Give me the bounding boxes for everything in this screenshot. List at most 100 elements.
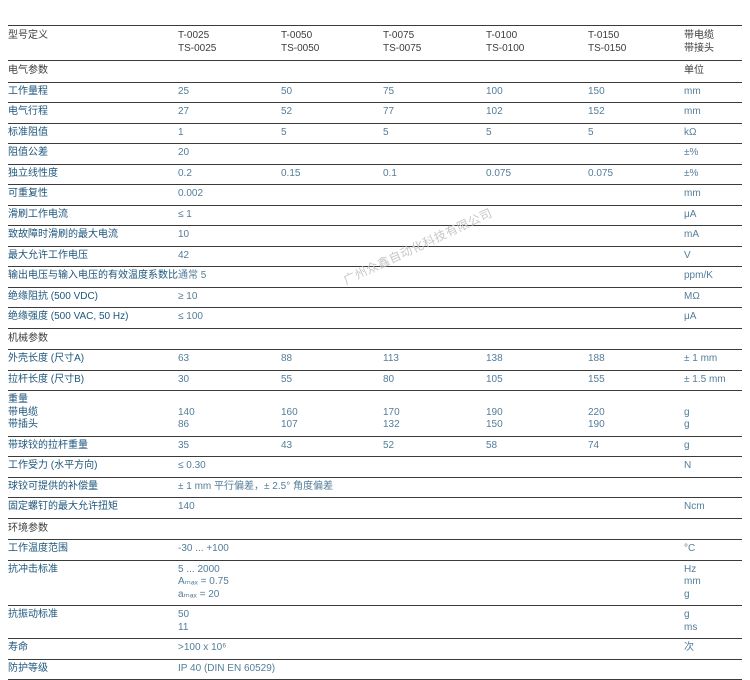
unit-cell: V: [684, 250, 742, 263]
cell-value: [486, 250, 588, 263]
cell-value: [486, 564, 588, 577]
cell-value: [383, 543, 486, 556]
cell-value: [588, 188, 684, 201]
unit-header: 单位: [684, 65, 742, 78]
row-label: 固定螺钉的最大允许扭矩: [8, 501, 178, 514]
unit-cell: MΩ: [684, 291, 742, 304]
section-title: 机械参数: [8, 333, 684, 346]
cell-value: [588, 147, 684, 160]
unit-header: [684, 333, 742, 346]
unit-cell: Ncm: [684, 501, 742, 514]
cell-value: 0.075: [588, 168, 684, 181]
cell-value: 63: [178, 353, 281, 366]
cell-value: [486, 609, 588, 622]
cell-value: 105: [486, 374, 588, 387]
unit-cell: [684, 663, 742, 676]
cell-value: 0.15: [281, 168, 383, 181]
cell-value: 43: [281, 440, 383, 453]
cell-value: 42: [178, 250, 281, 263]
cell-value: 52: [383, 440, 486, 453]
row-label: 球铰可提供的补偿量: [8, 481, 178, 494]
cell-value: 74: [588, 440, 684, 453]
row-label: 绝缘强度 (500 VAC, 50 Hz): [8, 311, 178, 324]
cell-value: 5: [383, 127, 486, 140]
cell-value: [383, 229, 486, 242]
cell-value: ≥ 10: [178, 291, 281, 304]
unit-cell: ± 1 mm: [684, 353, 742, 366]
cell-value: [281, 311, 383, 324]
unit-cell: ±%: [684, 168, 742, 181]
unit-column-header: 带电缆带接头: [684, 30, 742, 55]
cell-value: [281, 663, 383, 676]
cell-value: [486, 229, 588, 242]
unit-cell: kΩ: [684, 127, 742, 140]
unit-cell: mm: [684, 86, 742, 99]
cell-value: 30: [178, 374, 281, 387]
cell-value: 5: [281, 127, 383, 140]
cell-value: [383, 209, 486, 222]
row-label: 独立线性度: [8, 168, 178, 181]
cell-value: 155: [588, 374, 684, 387]
cell-value: IP 40 (DIN EN 60529): [178, 663, 281, 676]
cell-value: 77: [383, 106, 486, 119]
cell-value: ≤ 0.30: [178, 460, 281, 473]
cell-value: 0.002: [178, 188, 281, 201]
row-label: 外壳长度 (尺寸A): [8, 353, 178, 366]
row-label: 重量带电缆带插头: [8, 394, 178, 432]
unit-cell: ppm/K: [684, 270, 742, 283]
cell-value: 88: [281, 353, 383, 366]
cell-value: 152: [588, 106, 684, 119]
cell-value: ≤ 100: [178, 311, 281, 324]
cell-value: 138: [486, 353, 588, 366]
cell-value: 0.075: [486, 168, 588, 181]
cell-value: 102: [486, 106, 588, 119]
cell-value: 55: [281, 374, 383, 387]
cell-value: [281, 501, 383, 514]
cell-value: 35: [178, 440, 281, 453]
unit-header: [684, 523, 742, 536]
cell-value: [588, 250, 684, 263]
row-label: 工作温度范围: [8, 543, 178, 556]
cell-value: [486, 291, 588, 304]
table-row: 绝缘阻抗 (500 VDC)≥ 10 MΩ: [8, 288, 742, 309]
cell-value: [281, 460, 383, 473]
cell-value: [588, 291, 684, 304]
cell-value: [588, 229, 684, 242]
cell-value: [383, 663, 486, 676]
row-label: 最大允许工作电压: [8, 250, 178, 263]
cell-value: [281, 229, 383, 242]
cell-value: [281, 209, 383, 222]
row-label: 抗冲击标准: [8, 564, 178, 577]
cell-value: [383, 270, 486, 283]
table-row: 球铰可提供的补偿量± 1 mm 平行偏差，± 2.5° 角度偏差: [8, 478, 742, 499]
cell-value: [588, 543, 684, 556]
cell-value: [281, 250, 383, 263]
row-label: 致故障时滑刷的最大电流: [8, 229, 178, 242]
section-title: 环境参数: [8, 523, 684, 536]
cell-value: [383, 609, 486, 622]
cell-value: [588, 663, 684, 676]
cell-value: [281, 609, 383, 622]
unit-cell: mm: [684, 106, 742, 119]
section-row: 环境参数: [8, 519, 742, 541]
cell-value: [281, 270, 383, 283]
unit-cell: ±%: [684, 147, 742, 160]
cell-value: [486, 642, 588, 655]
cell-value: [383, 311, 486, 324]
cell-value: -30 ... +100: [178, 543, 281, 556]
cell-value: [383, 642, 486, 655]
row-label: 型号定义: [8, 30, 178, 43]
cell-value: [588, 270, 684, 283]
cell-value: 25: [178, 86, 281, 99]
